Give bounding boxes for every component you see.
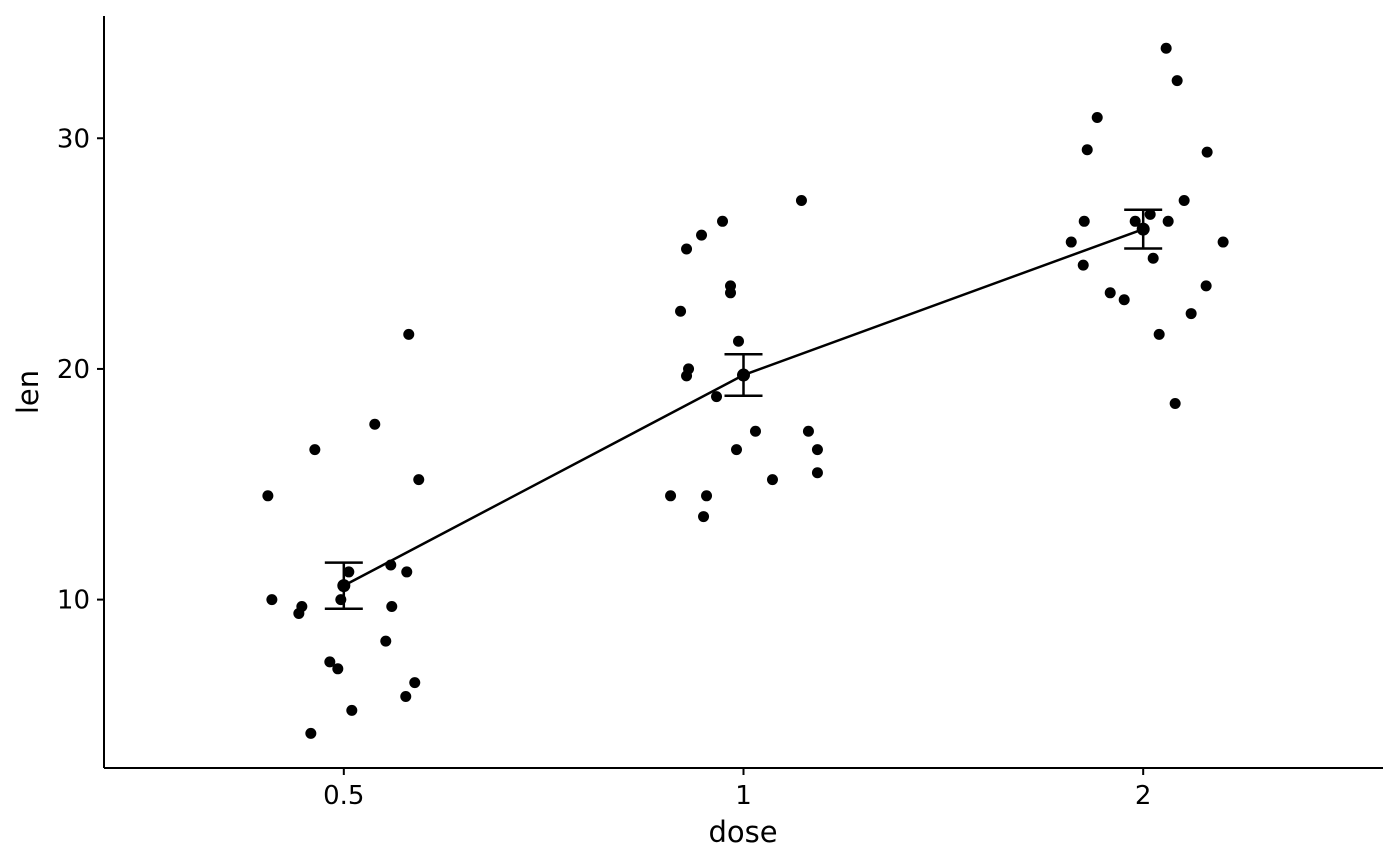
point bbox=[1185, 308, 1197, 320]
point bbox=[409, 677, 421, 689]
point bbox=[305, 727, 317, 739]
point bbox=[380, 635, 392, 647]
x-tick-label: 2 bbox=[1135, 781, 1152, 811]
point bbox=[343, 566, 355, 578]
point bbox=[1171, 75, 1183, 87]
x-tick-label: 0.5 bbox=[323, 781, 364, 811]
point bbox=[1077, 259, 1089, 271]
point bbox=[413, 474, 425, 486]
point bbox=[665, 490, 677, 502]
point bbox=[386, 601, 398, 613]
point bbox=[309, 444, 321, 456]
point bbox=[262, 490, 274, 502]
mean-point bbox=[337, 579, 351, 593]
point bbox=[701, 490, 713, 502]
point bbox=[733, 335, 745, 347]
point bbox=[725, 287, 737, 299]
point bbox=[332, 663, 344, 675]
point bbox=[1160, 42, 1172, 54]
point bbox=[1200, 280, 1212, 292]
x-tick-label: 1 bbox=[735, 781, 752, 811]
point bbox=[1104, 287, 1116, 299]
point bbox=[1178, 195, 1190, 207]
point bbox=[400, 690, 412, 702]
y-tick-label: 30 bbox=[57, 124, 90, 154]
point bbox=[401, 566, 413, 578]
point bbox=[681, 243, 693, 255]
point bbox=[675, 305, 687, 317]
point bbox=[1091, 111, 1103, 123]
point bbox=[1162, 215, 1174, 227]
point bbox=[266, 594, 278, 606]
point bbox=[293, 607, 305, 619]
point bbox=[1065, 236, 1077, 248]
point bbox=[731, 444, 743, 456]
point bbox=[1081, 144, 1093, 156]
point bbox=[403, 328, 415, 340]
point bbox=[811, 444, 823, 456]
point bbox=[698, 511, 710, 523]
point bbox=[811, 467, 823, 479]
point bbox=[324, 656, 336, 668]
point bbox=[749, 425, 761, 437]
point bbox=[1144, 208, 1156, 220]
mean-point bbox=[737, 368, 750, 382]
point bbox=[369, 418, 381, 430]
point bbox=[1153, 328, 1165, 340]
point bbox=[1201, 146, 1213, 158]
point bbox=[1147, 252, 1159, 264]
point bbox=[1169, 398, 1181, 410]
point bbox=[802, 425, 814, 437]
y-tick-label: 20 bbox=[57, 355, 90, 385]
point bbox=[717, 215, 729, 227]
point bbox=[696, 229, 708, 241]
point bbox=[1078, 215, 1090, 227]
point bbox=[683, 363, 695, 375]
point bbox=[346, 704, 358, 716]
point bbox=[1118, 294, 1130, 306]
x-axis-title: dose bbox=[708, 815, 777, 849]
mean-line bbox=[343, 227, 1144, 587]
point bbox=[1129, 215, 1141, 227]
point bbox=[766, 474, 778, 486]
point bbox=[1217, 236, 1229, 248]
mean-point bbox=[1136, 222, 1150, 236]
y-axis-title: len bbox=[11, 370, 45, 414]
point bbox=[711, 391, 723, 403]
y-tick-label: 10 bbox=[57, 586, 90, 616]
point bbox=[795, 195, 807, 207]
